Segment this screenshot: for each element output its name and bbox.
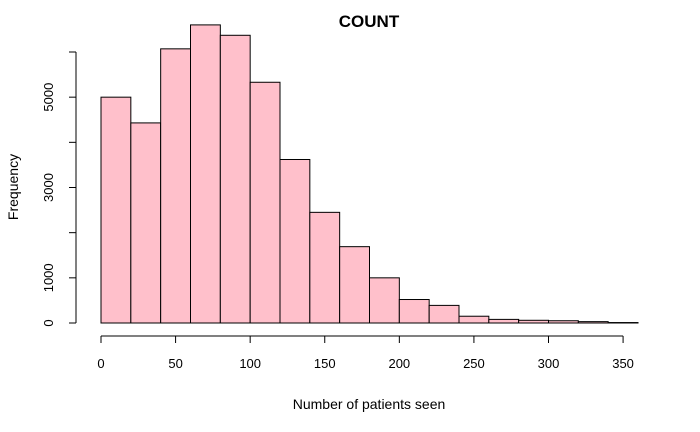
y-axis: 0 1000 3000 5000 — [41, 51, 77, 327]
x-tick-label: 150 — [314, 356, 336, 371]
x-tick-label: 50 — [168, 356, 182, 371]
y-tick-label: 5000 — [41, 83, 56, 112]
histogram-bar — [428, 304, 460, 324]
histogram-bar — [219, 34, 251, 324]
histogram-bar — [190, 24, 221, 324]
histogram-bar — [100, 96, 132, 324]
y-tick-label: 0 — [41, 319, 56, 326]
x-tick-label: 0 — [97, 356, 104, 371]
histogram-bar — [577, 321, 609, 324]
chart-title: COUNT — [339, 12, 400, 31]
bars-group — [100, 24, 639, 324]
histogram-bar — [518, 319, 550, 324]
x-axis-label: Number of patients seen — [293, 396, 446, 412]
x-tick-label: 100 — [239, 356, 261, 371]
x-axis: 0 50 100 150 200 250 300 350 — [97, 335, 634, 371]
histogram-bar — [488, 318, 520, 324]
histogram-bar — [249, 81, 281, 324]
y-tick-label: 3000 — [41, 173, 56, 202]
histogram-bar — [339, 246, 370, 324]
histogram-bar — [398, 299, 430, 324]
histogram-bar — [369, 277, 400, 324]
y-tick-label: 1000 — [41, 263, 56, 292]
histogram-bar — [130, 122, 162, 324]
histogram-bar — [160, 48, 192, 324]
histogram-bar — [548, 320, 579, 324]
histogram-bar — [458, 315, 490, 324]
histogram-bar — [309, 211, 341, 324]
x-tick-label: 300 — [538, 356, 560, 371]
x-tick-label: 250 — [463, 356, 485, 371]
histogram-bar — [279, 158, 311, 324]
y-axis-label: Frequency — [5, 154, 21, 220]
x-tick-label: 350 — [612, 356, 634, 371]
x-tick-label: 200 — [388, 356, 410, 371]
